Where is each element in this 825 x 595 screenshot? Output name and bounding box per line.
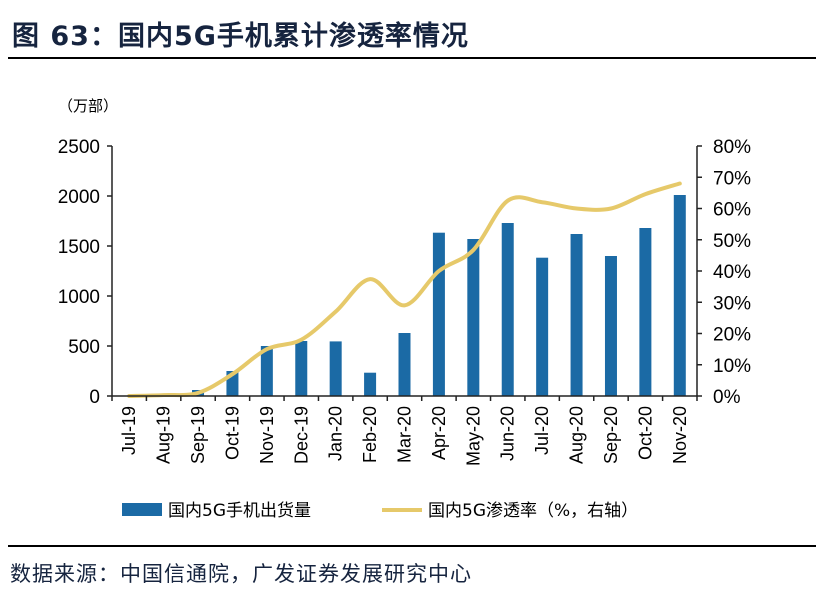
x-tick-label: May-20 bbox=[463, 406, 483, 466]
x-tick-label: Mar-20 bbox=[395, 406, 415, 463]
right-tick-label: 10% bbox=[713, 356, 751, 377]
bar bbox=[673, 195, 686, 396]
right-tick-label: 70% bbox=[713, 168, 751, 189]
legend-bar-label: 国内5G手机出货量 bbox=[168, 501, 311, 521]
left-tick-label: 0 bbox=[89, 387, 100, 408]
penetration-line bbox=[127, 181, 682, 398]
left-tick-label: 2000 bbox=[58, 187, 100, 208]
x-tick-label: Apr-20 bbox=[429, 406, 449, 460]
x-tick-label: Jul-19 bbox=[119, 406, 139, 455]
x-tick-label: Dec-19 bbox=[291, 406, 311, 464]
x-tick-label: Sep-20 bbox=[601, 406, 621, 464]
left-tick-label: 1000 bbox=[58, 287, 100, 308]
x-tick-label: Jan-20 bbox=[326, 406, 346, 461]
x-tick-label: Jul-20 bbox=[532, 406, 552, 455]
bar bbox=[398, 333, 411, 396]
x-tick-label: Aug-19 bbox=[154, 406, 174, 464]
right-tick-label: 80% bbox=[713, 137, 751, 158]
title-rule bbox=[8, 57, 816, 59]
x-tick-label: Oct-19 bbox=[222, 406, 242, 460]
bar bbox=[329, 341, 342, 396]
bar bbox=[467, 239, 480, 396]
bar bbox=[570, 234, 583, 396]
right-tick-label: 20% bbox=[713, 325, 751, 346]
right-tick-label: 0% bbox=[713, 387, 741, 408]
right-tick-label: 60% bbox=[713, 200, 751, 221]
bar bbox=[260, 346, 273, 396]
legend-bar-swatch bbox=[122, 503, 162, 516]
x-tick-label: Aug-20 bbox=[567, 406, 587, 464]
left-tick-label: 500 bbox=[68, 337, 100, 358]
figure-title: 图 63：国内5G手机累计渗透率情况 bbox=[12, 21, 469, 52]
bar bbox=[639, 228, 652, 396]
x-tick-label: Nov-20 bbox=[670, 406, 690, 464]
source-note: 数据来源：中国信通院，广发证券发展研究中心 bbox=[10, 562, 472, 586]
source-rule bbox=[8, 545, 816, 547]
x-tick-label: Sep-19 bbox=[188, 406, 208, 464]
bar bbox=[536, 257, 549, 396]
left-tick-label: 1500 bbox=[58, 237, 100, 258]
bar bbox=[432, 232, 445, 396]
left-axis-unit: （万部） bbox=[58, 97, 119, 115]
legend-line-label: 国内5G渗透率（%，右轴） bbox=[428, 501, 638, 521]
x-tick-label: Oct-20 bbox=[635, 406, 655, 460]
bar bbox=[295, 341, 308, 396]
bar bbox=[501, 223, 514, 396]
bar bbox=[364, 372, 377, 396]
bar bbox=[604, 256, 617, 396]
right-tick-label: 40% bbox=[713, 262, 751, 283]
x-tick-label: Jun-20 bbox=[498, 406, 518, 461]
right-tick-label: 30% bbox=[713, 293, 751, 314]
x-tick-label: Nov-19 bbox=[257, 406, 277, 464]
x-tick-label: Feb-20 bbox=[360, 406, 380, 463]
right-tick-label: 50% bbox=[713, 231, 751, 252]
left-tick-label: 2500 bbox=[58, 137, 100, 158]
